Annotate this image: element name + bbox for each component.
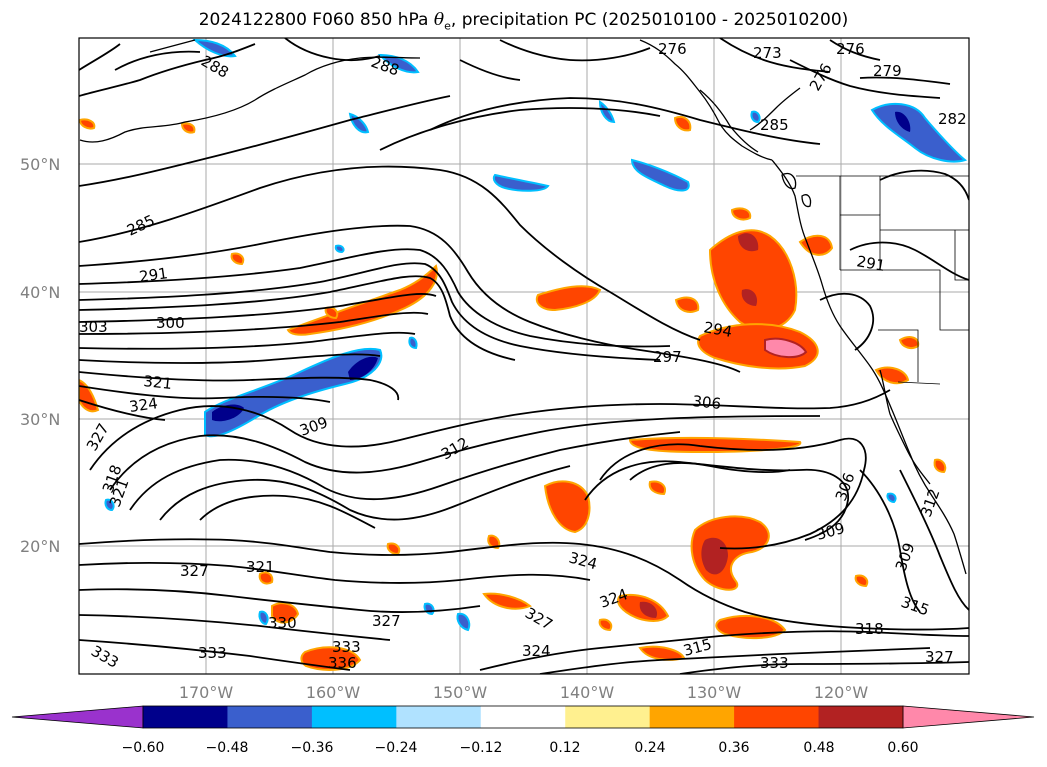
contour-label: 330 [268,614,297,632]
contour-label: 285 [760,116,789,134]
contour-label: 294 [702,318,733,341]
lat-tick-label: 20°N [20,537,60,556]
lon-tick-label: 160°W [306,683,361,702]
colorbar-swatch [227,706,313,728]
lon-tick-label: 170°W [179,683,234,702]
map-frame [78,37,970,675]
colorbar-swatch [565,706,651,728]
contour-label: 321 [246,558,275,576]
contour-label: 279 [873,62,902,80]
contour-label: 327 [372,612,401,630]
contour-label: 306 [692,392,722,413]
contour-label: 291 [855,252,886,275]
lat-tick-label: 30°N [20,410,60,429]
lon-tick-label: 130°W [687,683,742,702]
colorbar-tick-label: 0.60 [887,740,918,756]
contour-label: 276 [658,40,687,58]
contour-label: 300 [156,314,185,332]
colorbar-extend-low [11,705,144,729]
lat-tick-label: 40°N [20,283,60,302]
lon-tick-label: 150°W [433,683,488,702]
colorbar-tick-label: −0.36 [291,740,334,756]
contour-label: 333 [760,654,789,672]
colorbar-swatch [649,706,735,728]
longitude-axis: 170°W 160°W 150°W 140°W 130°W 120°W [179,683,869,702]
precip-positive-shading [79,116,947,671]
contour-label: 318 [855,620,884,638]
colorbar: −0.60 −0.48 −0.36 −0.24 −0.12 0.12 0.24 … [11,705,1035,756]
contour-label: 282 [938,110,967,128]
contour-label: 321 [143,372,173,393]
latitude-axis: 50°N 40°N 30°N 20°N [20,155,60,556]
political-borders [796,175,969,385]
contour-label: 324 [522,642,551,660]
colorbar-tick-label: 0.12 [549,740,580,756]
contour-label: 327 [925,648,954,666]
colorbar-tick-label: 0.36 [718,740,749,756]
precip-negative-shading [104,38,968,632]
theta-e-contours [79,38,969,674]
colorbar-frame [142,705,904,729]
colorbar-tick-label: −0.24 [375,740,418,756]
contour-label: 327 [180,562,209,580]
figure-title: 2024122800 F060 850 hPa θe, precipitatio… [198,10,849,33]
contour-label: 291 [138,264,169,286]
lon-tick-label: 120°W [814,683,869,702]
colorbar-swatch [734,706,820,728]
colorbar-tick-label: −0.48 [206,740,249,756]
contour-label: 303 [79,318,108,336]
contour-label: 333 [332,638,361,656]
colorbar-swatch [396,706,482,728]
contour-label: 276 [836,40,865,58]
lon-tick-label: 140°W [560,683,615,702]
colorbar-swatch [480,706,566,728]
colorbar-extend-high [902,705,1035,729]
lat-tick-label: 50°N [20,155,60,174]
contour-label: 324 [128,394,159,416]
contour-label: 273 [753,44,782,62]
contour-label: 333 [198,644,227,662]
colorbar-swatch [818,706,904,728]
colorbar-tick-label: 0.24 [634,740,665,756]
colorbar-swatch [143,706,228,728]
contour-label: 297 [653,348,682,366]
map-panel: 288 288 276 273 276 276 279 282 285 285 … [79,38,969,674]
colorbar-swatch [311,706,397,728]
contour-label: 336 [328,654,357,672]
colorbar-tick-label: −0.60 [122,740,165,756]
colorbar-tick-label: −0.12 [460,740,503,756]
colorbar-tick-label: 0.48 [803,740,834,756]
